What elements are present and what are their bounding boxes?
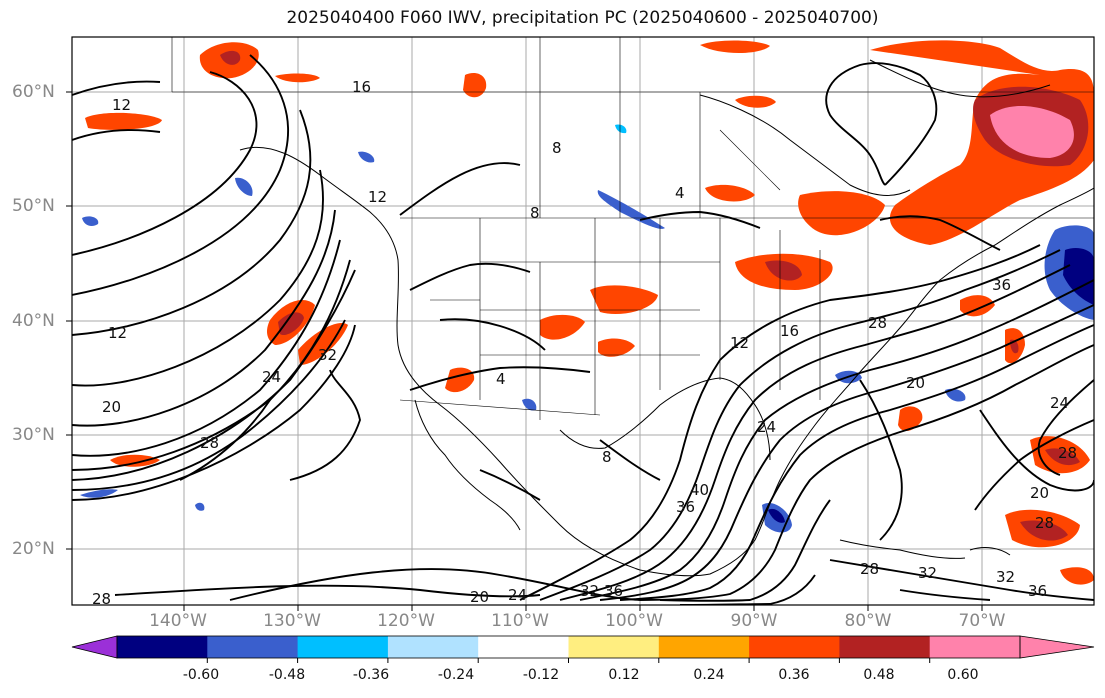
- colorbar-swatch: [117, 636, 208, 658]
- colorbar-swatch: [839, 636, 931, 658]
- svg-text:28: 28: [1058, 444, 1077, 462]
- svg-text:28: 28: [1035, 514, 1054, 532]
- colorbar-tick: 0.12: [608, 667, 640, 683]
- colorbar-swatch: [297, 636, 389, 658]
- svg-text:8: 8: [530, 204, 540, 222]
- svg-text:28: 28: [92, 590, 111, 608]
- colorbar-extend-low: [71, 635, 118, 659]
- svg-text:24: 24: [262, 368, 281, 386]
- colorbar-tick: 0.60: [947, 667, 979, 683]
- lon-label-120w: 120°W: [377, 611, 435, 631]
- svg-text:16: 16: [780, 322, 799, 340]
- colorbar: [71, 635, 1095, 663]
- colorbar-tick: 0.48: [863, 667, 895, 683]
- colorbar-tick: -0.60: [182, 667, 220, 683]
- lat-label-40n: 40°N: [12, 311, 55, 331]
- svg-text:16: 16: [352, 78, 371, 96]
- colorbar-tick: -0.36: [352, 667, 390, 683]
- lon-label-110w: 110°W: [491, 611, 549, 631]
- weather-map: 12 8 16 12 8 4 12 24 32 20 28 4 8 12 16 …: [66, 36, 1095, 611]
- lon-label-90w: 90°W: [730, 611, 778, 631]
- svg-text:40: 40: [690, 481, 709, 499]
- svg-text:12: 12: [368, 188, 387, 206]
- svg-text:20: 20: [470, 588, 489, 606]
- svg-text:20: 20: [906, 374, 925, 392]
- svg-text:32: 32: [580, 582, 599, 600]
- lat-label-50n: 50°N: [12, 196, 55, 216]
- svg-text:24: 24: [508, 586, 527, 604]
- lat-label-60n: 60°N: [12, 82, 55, 102]
- svg-text:32: 32: [918, 564, 937, 582]
- svg-text:36: 36: [1028, 582, 1047, 600]
- svg-text:8: 8: [602, 448, 612, 466]
- svg-text:32: 32: [318, 346, 337, 364]
- lon-label-80w: 80°W: [844, 611, 892, 631]
- svg-text:24: 24: [757, 418, 776, 436]
- svg-text:4: 4: [496, 370, 506, 388]
- colorbar-tick: -0.24: [437, 667, 475, 683]
- svg-text:8: 8: [552, 139, 562, 157]
- colorbar-swatch: [749, 636, 840, 658]
- lat-label-30n: 30°N: [12, 425, 55, 445]
- colorbar-swatch: [478, 636, 569, 658]
- iwv-contours: [72, 54, 1094, 605]
- svg-text:24: 24: [1050, 394, 1069, 412]
- colorbar-tick: -0.48: [268, 667, 306, 683]
- colorbar-swatch: [207, 636, 299, 658]
- svg-text:4: 4: [675, 184, 685, 202]
- svg-text:32: 32: [996, 568, 1015, 586]
- political-borders: [171, 37, 1094, 420]
- precip-fills: [80, 40, 1094, 585]
- svg-text:36: 36: [604, 582, 623, 600]
- lon-label-140w: 140°W: [149, 611, 207, 631]
- colorbar-swatch: [568, 636, 660, 658]
- map-title: 2025040400 F060 IWV, precipitation PC (2…: [286, 8, 879, 28]
- colorbar-swatch: [387, 636, 479, 658]
- colorbar-tick: 0.36: [778, 667, 810, 683]
- svg-text:12: 12: [730, 334, 749, 352]
- svg-text:28: 28: [200, 434, 219, 452]
- colorbar-extend-high: [1019, 635, 1095, 659]
- coastlines: [239, 59, 1094, 577]
- lon-label-70w: 70°W: [958, 611, 1006, 631]
- svg-text:28: 28: [860, 560, 879, 578]
- lon-label-130w: 130°W: [263, 611, 321, 631]
- contour-labels: 12 8 16 12 8 4 12 24 32 20 28 4 8 12 16 …: [92, 78, 1077, 608]
- svg-text:36: 36: [676, 498, 695, 516]
- svg-text:28: 28: [868, 314, 887, 332]
- colorbar-tick: -0.12: [522, 667, 560, 683]
- svg-text:20: 20: [102, 398, 121, 416]
- svg-text:12: 12: [112, 96, 131, 114]
- colorbar-swatch: [929, 636, 1021, 658]
- lat-label-20n: 20°N: [12, 539, 55, 559]
- svg-text:36: 36: [992, 276, 1011, 294]
- lon-label-100w: 100°W: [605, 611, 663, 631]
- colorbar-tick: 0.24: [693, 667, 725, 683]
- colorbar-swatch: [658, 636, 750, 658]
- svg-text:12: 12: [108, 324, 127, 342]
- svg-text:20: 20: [1030, 484, 1049, 502]
